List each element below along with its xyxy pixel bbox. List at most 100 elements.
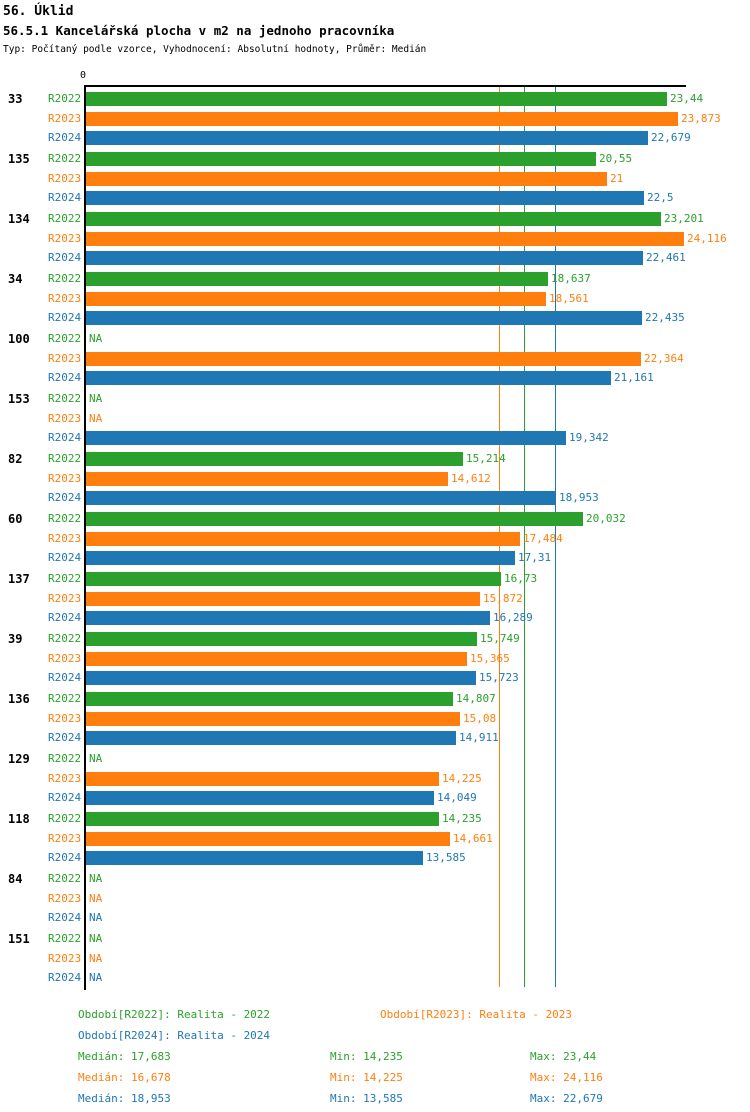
- series-label-r2024: R2024: [48, 371, 82, 384]
- legend-period-r2024: Období[R2024]: Realita - 2024: [78, 1029, 271, 1042]
- median-reference-line-median-r2022: [524, 87, 525, 987]
- bar-value-label: 22,5: [647, 191, 674, 204]
- value-bar: [86, 352, 641, 366]
- category-label: 151: [8, 932, 30, 946]
- value-bar: [86, 812, 439, 826]
- bar-chart-plot-area: 0 33 R2022 23,44 R2023 23,873 R2024 22,679 135 R…: [8, 70, 727, 990]
- bar-value-label: 14,661: [453, 832, 493, 845]
- series-label-r2023: R2023: [48, 112, 82, 125]
- series-label-r2022: R2022: [48, 872, 82, 885]
- bar-value-label: 14,807: [456, 692, 496, 705]
- bar-value-label: 19,342: [569, 431, 609, 444]
- series-label-r2024: R2024: [48, 131, 82, 144]
- bar-value-label: 23,201: [664, 212, 704, 225]
- value-bar: [86, 851, 423, 865]
- value-bar: [86, 272, 548, 286]
- value-bar: [86, 311, 642, 325]
- series-label-r2022: R2022: [48, 452, 82, 465]
- bar-value-label: 16,73: [504, 572, 538, 585]
- series-label-r2024: R2024: [48, 491, 82, 504]
- category-label: 137: [8, 572, 30, 586]
- series-label-r2022: R2022: [48, 752, 82, 765]
- series-label-r2024: R2024: [48, 851, 82, 864]
- series-label-r2023: R2023: [48, 712, 82, 725]
- legend-median-r2023: Medián: 16,678: [78, 1071, 171, 1084]
- axis-y-line: [84, 85, 86, 990]
- na-value-label: NA: [89, 971, 103, 984]
- series-label-r2024: R2024: [48, 671, 82, 684]
- series-label-r2024: R2024: [48, 911, 82, 924]
- legend-period-r2023: Období[R2023]: Realita - 2023: [380, 1008, 573, 1021]
- bar-value-label: 21,161: [614, 371, 654, 384]
- bar-value-label: 22,364: [644, 352, 684, 365]
- axis-zero-tick-label: 0: [80, 70, 87, 81]
- bar-value-label: 14,049: [437, 791, 477, 804]
- series-label-r2022: R2022: [48, 932, 82, 945]
- bar-value-label: 24,116: [687, 232, 727, 245]
- legend-period-r2022: Období[R2022]: Realita - 2022: [78, 1008, 271, 1021]
- series-label-r2023: R2023: [48, 652, 82, 665]
- category-label: 60: [8, 512, 23, 526]
- series-label-r2022: R2022: [48, 152, 82, 165]
- chart-meta-line: Typ: Počítaný podle vzorce, Vyhodnocení:…: [3, 44, 427, 55]
- category-label: 135: [8, 152, 30, 166]
- value-bar: [86, 251, 643, 265]
- category-label: 84: [8, 872, 23, 886]
- value-bar: [86, 712, 460, 726]
- series-label-r2022: R2022: [48, 332, 82, 345]
- series-label-r2024: R2024: [48, 191, 82, 204]
- legend-max-r2024: Max: 22,679: [530, 1092, 603, 1105]
- series-label-r2024: R2024: [48, 611, 82, 624]
- series-label-r2024: R2024: [48, 731, 82, 744]
- value-bar: [86, 791, 434, 805]
- series-label-r2024: R2024: [48, 551, 82, 564]
- category-label: 33: [8, 92, 23, 106]
- series-label-r2023: R2023: [48, 772, 82, 785]
- value-bar: [86, 112, 678, 126]
- bar-value-label: 15,872: [483, 592, 523, 605]
- bar-value-label: 20,55: [599, 152, 633, 165]
- value-bar: [86, 632, 477, 646]
- series-label-r2023: R2023: [48, 292, 82, 305]
- value-bar: [86, 452, 463, 466]
- value-bar: [86, 92, 667, 106]
- value-bar: [86, 592, 480, 606]
- legend-max-r2023: Max: 24,116: [530, 1071, 603, 1084]
- category-label: 153: [8, 392, 30, 406]
- series-label-r2022: R2022: [48, 272, 82, 285]
- bar-value-label: 22,461: [646, 251, 686, 264]
- na-value-label: NA: [89, 332, 103, 345]
- legend-min-r2023: Min: 14,225: [330, 1071, 403, 1084]
- bar-value-label: 14,612: [451, 472, 491, 485]
- na-value-label: NA: [89, 952, 103, 965]
- na-value-label: NA: [89, 392, 103, 405]
- value-bar: [86, 832, 450, 846]
- value-bar: [86, 512, 583, 526]
- legend-max-r2022: Max: 23,44: [530, 1050, 597, 1063]
- series-label-r2022: R2022: [48, 812, 82, 825]
- value-bar: [86, 652, 467, 666]
- value-bar: [86, 371, 611, 385]
- series-label-r2023: R2023: [48, 832, 82, 845]
- bar-value-label: 18,953: [559, 491, 599, 504]
- series-label-r2022: R2022: [48, 632, 82, 645]
- bar-value-label: 23,873: [681, 112, 721, 125]
- value-bar: [86, 232, 684, 246]
- na-value-label: NA: [89, 752, 103, 765]
- series-label-r2024: R2024: [48, 791, 82, 804]
- page-title: 56. Úklid: [3, 4, 74, 19]
- category-label: 134: [8, 212, 30, 226]
- category-label: 100: [8, 332, 30, 346]
- series-label-r2023: R2023: [48, 892, 82, 905]
- value-bar: [86, 572, 501, 586]
- na-value-label: NA: [89, 932, 103, 945]
- value-bar: [86, 611, 490, 625]
- legend-min-r2022: Min: 14,235: [330, 1050, 403, 1063]
- bar-value-label: 15,749: [480, 632, 520, 645]
- value-bar: [86, 532, 520, 546]
- legend: Období[R2022]: Realita - 2022 Období[R20…: [0, 1008, 750, 1108]
- bar-value-label: 15,214: [466, 452, 506, 465]
- bar-value-label: 18,561: [549, 292, 589, 305]
- median-reference-line-median-r2024: [555, 87, 556, 987]
- bar-value-label: 15,08: [463, 712, 497, 725]
